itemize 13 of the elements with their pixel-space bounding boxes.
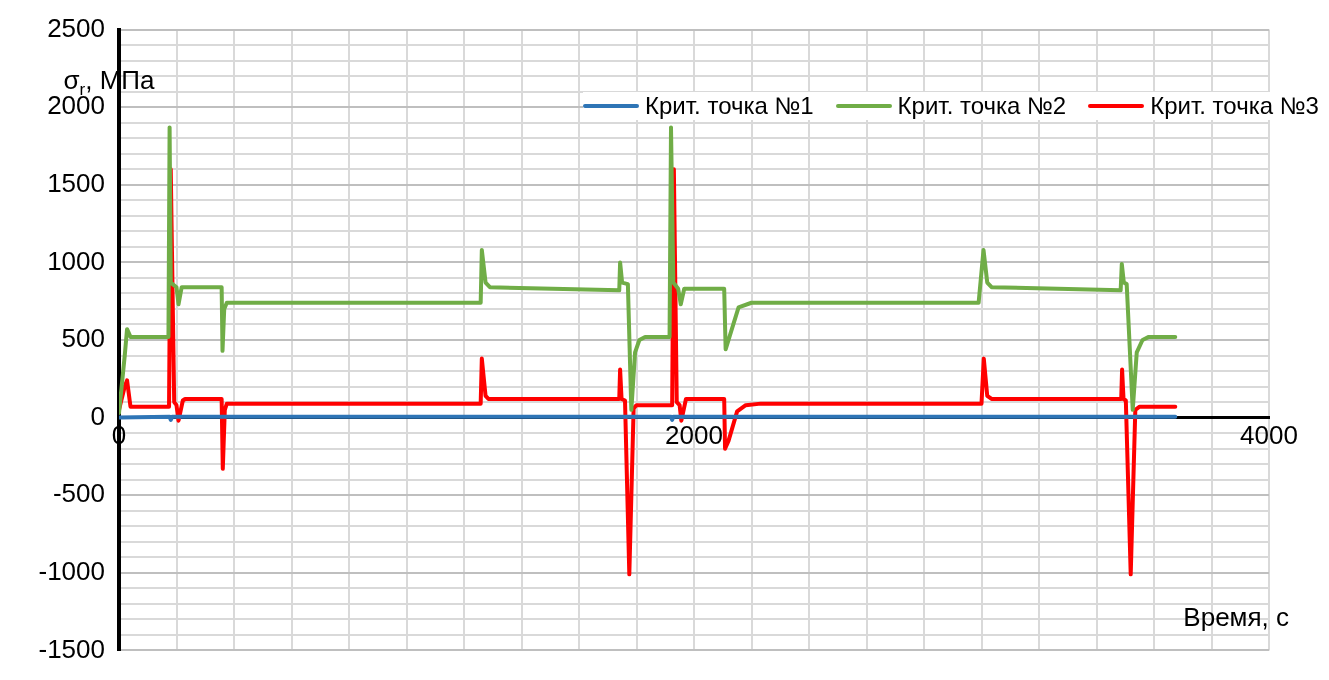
y-tick-label: 1000	[47, 245, 105, 276]
y-tick-label: 0	[90, 400, 105, 431]
legend-label: Крит. точка №2	[897, 91, 1067, 120]
y-tick-label: -1000	[38, 555, 105, 586]
legend-label: Крит. точка №1	[645, 91, 814, 120]
y-tick-label: -1500	[38, 633, 105, 664]
x-tick-label: 4000	[1240, 420, 1298, 451]
y-tick-label: 1500	[47, 167, 105, 198]
legend-label: Крит. точка №3	[1150, 91, 1319, 120]
y-tick-label: 2500	[47, 12, 105, 43]
y-tick-label: 500	[61, 323, 105, 354]
x-axis-title: Время, с	[1183, 601, 1290, 632]
y-tick-label: -500	[52, 478, 105, 509]
